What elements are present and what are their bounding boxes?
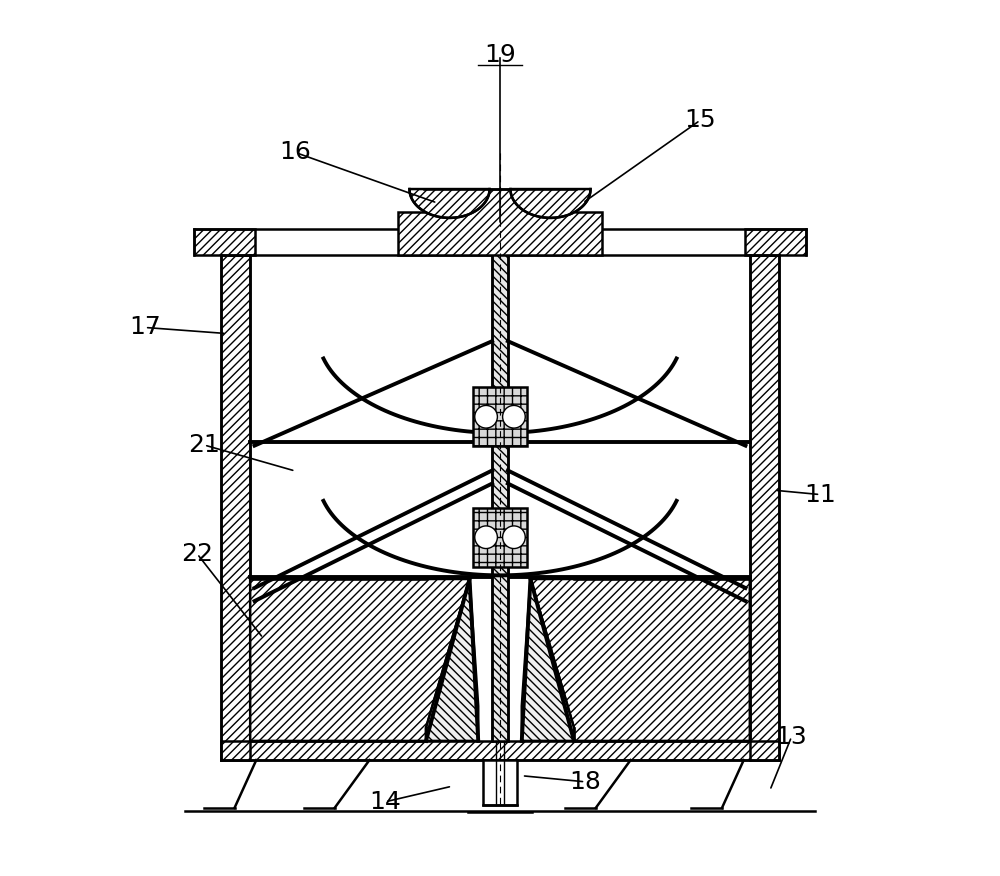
Polygon shape bbox=[530, 579, 750, 741]
Text: 11: 11 bbox=[804, 483, 836, 506]
Text: 13: 13 bbox=[776, 724, 807, 749]
Polygon shape bbox=[250, 579, 470, 741]
Text: 19: 19 bbox=[484, 43, 516, 67]
Text: 18: 18 bbox=[569, 770, 601, 794]
Polygon shape bbox=[492, 230, 508, 741]
Polygon shape bbox=[221, 255, 250, 760]
Polygon shape bbox=[522, 579, 574, 741]
Polygon shape bbox=[473, 387, 527, 447]
Bar bbox=[483, 760, 517, 805]
Circle shape bbox=[503, 526, 525, 548]
Text: 17: 17 bbox=[129, 315, 161, 340]
Polygon shape bbox=[398, 189, 602, 255]
Circle shape bbox=[503, 406, 525, 428]
Polygon shape bbox=[221, 741, 779, 760]
Text: 16: 16 bbox=[280, 140, 311, 165]
Text: 22: 22 bbox=[181, 541, 213, 566]
Polygon shape bbox=[426, 579, 478, 741]
Polygon shape bbox=[409, 189, 490, 218]
Polygon shape bbox=[745, 230, 806, 255]
Text: 14: 14 bbox=[369, 790, 401, 814]
Polygon shape bbox=[194, 230, 255, 255]
Circle shape bbox=[475, 406, 497, 428]
Circle shape bbox=[475, 526, 497, 548]
Polygon shape bbox=[473, 507, 527, 567]
Text: 15: 15 bbox=[684, 109, 716, 132]
Polygon shape bbox=[750, 255, 779, 760]
Polygon shape bbox=[510, 189, 591, 218]
Text: 21: 21 bbox=[188, 433, 220, 457]
